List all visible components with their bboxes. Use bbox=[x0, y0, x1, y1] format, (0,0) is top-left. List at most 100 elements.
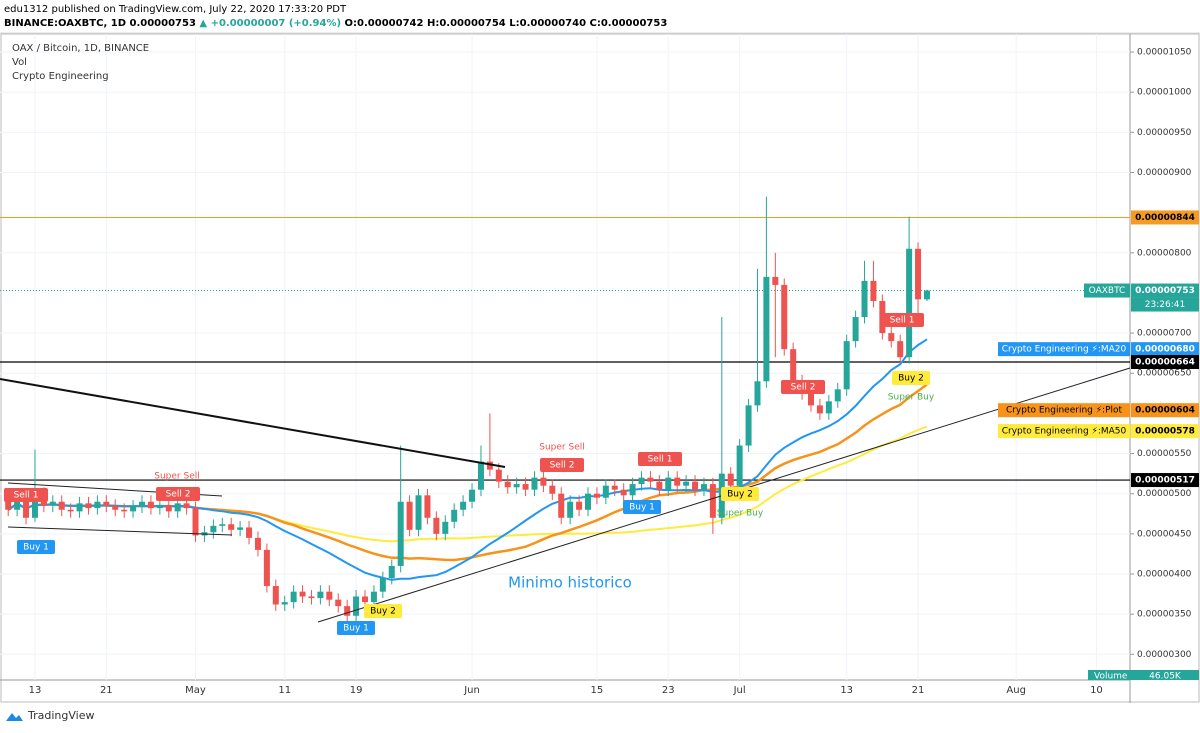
series-tag-label: Crypto Engineering ⚡:MA20 bbox=[1002, 345, 1127, 355]
y-tick-label: 0.00000400 bbox=[1137, 570, 1192, 580]
candle-body bbox=[513, 484, 520, 488]
y-tick-label: 0.00000650 bbox=[1137, 369, 1192, 379]
signal-label: Buy 1 bbox=[343, 624, 369, 634]
candle-body bbox=[736, 445, 743, 486]
candle-body bbox=[816, 405, 823, 414]
candle-body bbox=[299, 591, 306, 597]
y-tick-label: 0.00000700 bbox=[1137, 329, 1192, 339]
x-tick-label: 11 bbox=[278, 685, 291, 696]
candle-body bbox=[852, 317, 859, 342]
candle-body bbox=[558, 493, 565, 518]
x-tick-label: 13 bbox=[840, 685, 853, 696]
candle-body bbox=[174, 503, 181, 512]
candle-body bbox=[23, 497, 30, 518]
x-tick-label: May bbox=[185, 685, 206, 696]
y-tick-label: 0.00000300 bbox=[1137, 650, 1192, 660]
candle-body bbox=[335, 599, 342, 607]
signal-label: Buy 1 bbox=[23, 543, 49, 553]
trend-line bbox=[0, 378, 506, 468]
signal-label: Buy 2 bbox=[727, 490, 753, 500]
candle-body bbox=[460, 501, 467, 510]
candle-body bbox=[362, 596, 368, 603]
x-tick-label: 21 bbox=[100, 685, 113, 696]
candle-body bbox=[790, 349, 797, 382]
candle-body bbox=[58, 501, 65, 510]
x-tick-label: 23 bbox=[662, 685, 675, 696]
price-tag-label: 0.00000578 bbox=[1135, 427, 1195, 437]
legend-vol: Vol bbox=[12, 57, 27, 68]
candle-body bbox=[344, 606, 351, 616]
candle-body bbox=[272, 586, 279, 605]
logo bbox=[6, 713, 23, 721]
candle-body bbox=[683, 481, 690, 486]
signal-label: Sell 1 bbox=[648, 455, 673, 465]
candle-body bbox=[254, 537, 261, 550]
price-tag bbox=[1131, 210, 1199, 225]
candle-body bbox=[781, 284, 788, 350]
signal-label: Sell 1 bbox=[890, 316, 915, 326]
y-tick-label: 0.00000450 bbox=[1137, 529, 1192, 539]
price-tag-label: 0.00000844 bbox=[1135, 213, 1195, 223]
candle-body bbox=[861, 280, 868, 318]
legend-indicator: Crypto Engineering bbox=[12, 71, 109, 82]
candle-body bbox=[5, 501, 12, 510]
candle-body bbox=[103, 501, 110, 506]
y-tick-label: 0.00000950 bbox=[1137, 128, 1192, 138]
x-tick-label: 21 bbox=[912, 685, 925, 696]
price-tag-label: 0.00000680 bbox=[1135, 345, 1195, 355]
candle-body bbox=[674, 477, 681, 486]
candle-body bbox=[317, 591, 324, 599]
candle-body bbox=[825, 401, 832, 414]
candle-body bbox=[763, 276, 770, 382]
candle-body bbox=[14, 497, 21, 510]
symbol-name: BINANCE:OAXBTC, 1D bbox=[4, 18, 126, 29]
x-tick-label: Jul bbox=[733, 685, 746, 696]
candle-body bbox=[112, 505, 119, 510]
y-tick-label: 0.00000500 bbox=[1137, 489, 1192, 499]
candle-body bbox=[85, 503, 92, 509]
close: C:0.00000753 bbox=[590, 18, 668, 29]
price-tag bbox=[1131, 355, 1199, 370]
candle-body bbox=[727, 473, 734, 486]
signal-label: Sell 2 bbox=[791, 383, 816, 393]
signal-label: Buy 2 bbox=[370, 607, 396, 617]
countdown-tag bbox=[1131, 297, 1199, 312]
candle-body bbox=[495, 469, 502, 482]
footer: TradingView bbox=[27, 709, 94, 722]
candle-body bbox=[700, 484, 707, 490]
candle-body bbox=[237, 527, 244, 530]
x-tick-label: 13 bbox=[29, 685, 42, 696]
candle-body bbox=[326, 591, 333, 600]
candle-body bbox=[424, 495, 431, 518]
candle-body bbox=[263, 549, 270, 587]
change: ▲ +0.00000007 (+0.94%) bbox=[199, 18, 341, 29]
legend-main: OAX / Bitcoin, 1D, BINANCE bbox=[12, 43, 149, 54]
candle-body bbox=[388, 565, 395, 579]
countdown: 23:26:41 bbox=[1145, 300, 1185, 310]
candle-body bbox=[379, 578, 386, 592]
candle-body bbox=[486, 461, 493, 470]
signal-label: Sell 2 bbox=[166, 490, 191, 500]
signal-label: Sell 1 bbox=[14, 491, 39, 501]
candle-body bbox=[593, 493, 600, 498]
candle-body bbox=[67, 509, 74, 512]
series-tag bbox=[998, 342, 1130, 357]
price-tag-label: 0.00000604 bbox=[1135, 406, 1195, 416]
candle-body bbox=[923, 290, 930, 300]
series-tag-label: Crypto Engineering ⚡:MA50 bbox=[1002, 427, 1127, 437]
candle-body bbox=[888, 333, 895, 342]
candle-body bbox=[451, 509, 458, 522]
signal-label: Sell 2 bbox=[550, 461, 575, 471]
symbol: BINANCE:OAXBTC, 1D 0.00000753 ▲ +0.00000… bbox=[4, 18, 667, 29]
candle-body bbox=[549, 485, 556, 494]
price-tag bbox=[1131, 473, 1199, 488]
series-tag bbox=[998, 403, 1130, 418]
price-tag bbox=[1131, 424, 1199, 439]
candle-body bbox=[183, 503, 190, 509]
candle-body bbox=[531, 477, 538, 490]
candle-body bbox=[353, 596, 360, 616]
candle-body bbox=[49, 501, 56, 506]
candle-body bbox=[540, 477, 547, 486]
candle-body bbox=[602, 485, 609, 498]
